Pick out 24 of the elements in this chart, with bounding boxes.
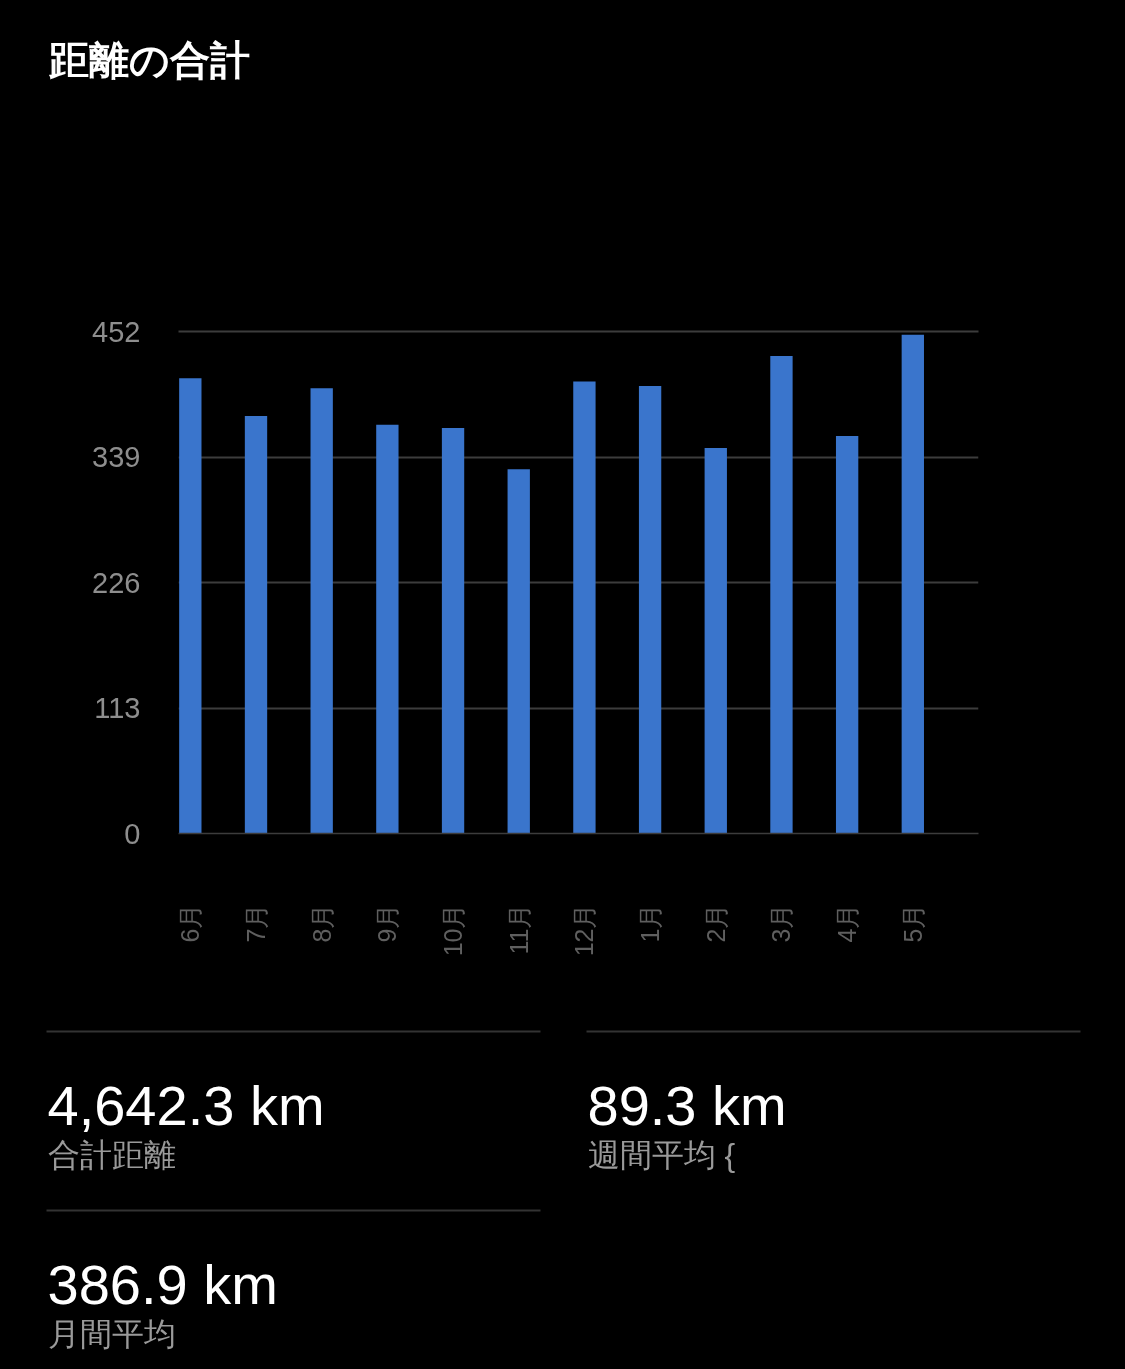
x-tick-label: 10月 (439, 903, 468, 957)
x-tick-label: 7月 (242, 903, 270, 943)
x-tick-label: 5月 (898, 903, 927, 943)
x-tick-label: 1月 (636, 903, 665, 943)
x-tick-label: 9月 (373, 903, 402, 943)
x-tick-label: 8月 (307, 903, 336, 943)
text: 合計距離 (47, 1136, 176, 1173)
x-tick-label: 4月 (833, 903, 862, 943)
y-tick-label: 226 (92, 566, 141, 599)
text: 89.3 km (587, 1074, 787, 1137)
y-tick-label: 113 (94, 692, 141, 724)
x-tick-label: 6月 (176, 903, 205, 943)
chart-title: 距離の合計 (47, 37, 250, 82)
x-tick-label: 11月 (504, 903, 533, 955)
y-tick-label: 0 (124, 817, 141, 850)
text: 4,642.3 km (47, 1074, 325, 1137)
text: 週間平均 { (587, 1136, 736, 1173)
y-tick-label: 452 (92, 315, 141, 348)
x-tick-label: 3月 (767, 903, 796, 943)
y-tick-label: 339 (92, 441, 141, 473)
x-tick-label: 2月 (701, 903, 730, 943)
text: 386.9 km (47, 1253, 278, 1316)
x-tick-label: 12月 (570, 903, 599, 957)
text: 月間平均 (47, 1315, 176, 1352)
